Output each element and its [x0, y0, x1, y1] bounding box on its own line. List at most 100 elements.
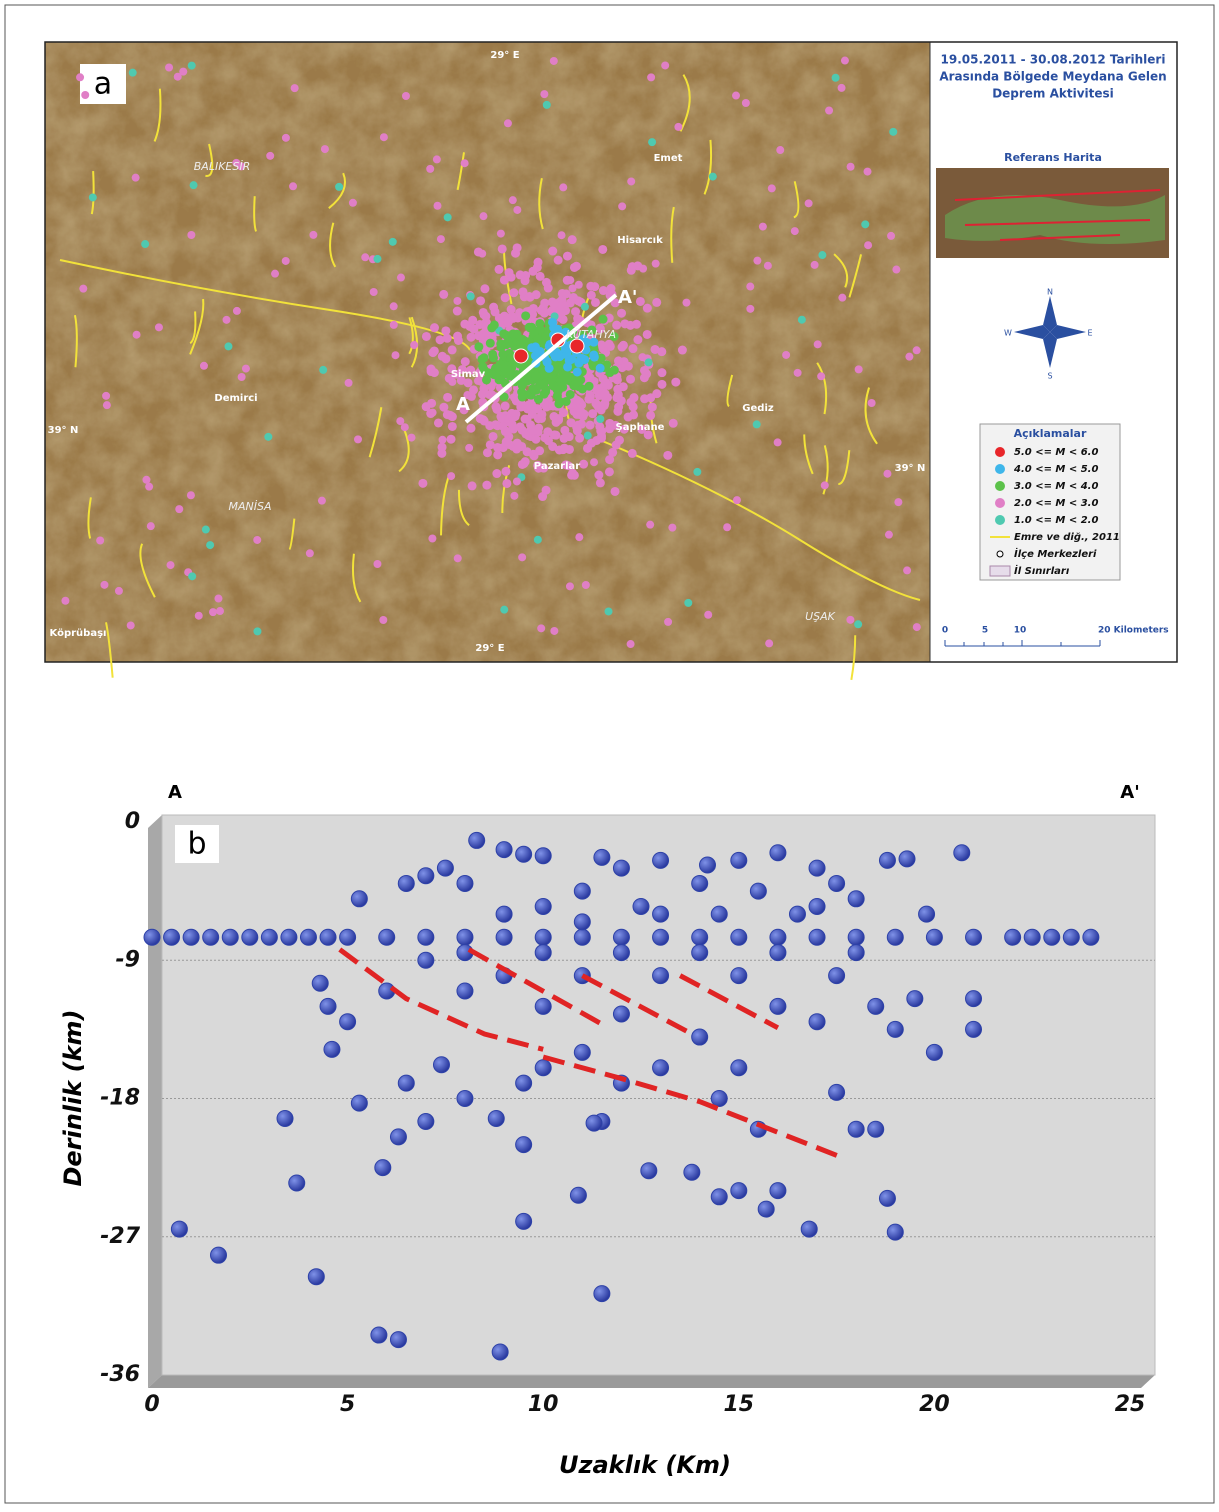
point [433, 1057, 449, 1073]
point [535, 998, 551, 1014]
point [848, 891, 864, 907]
event [553, 385, 562, 394]
event [504, 119, 512, 127]
event [614, 390, 623, 399]
event [530, 451, 539, 460]
point [312, 975, 328, 991]
event [550, 627, 558, 635]
point [633, 898, 649, 914]
event [590, 458, 598, 466]
event [373, 255, 381, 263]
panel-label: b [187, 827, 206, 862]
point [574, 914, 590, 930]
point [469, 832, 485, 848]
event [550, 430, 559, 439]
legend-border-swatch [990, 566, 1010, 576]
event [614, 356, 623, 365]
event [570, 339, 584, 353]
event [206, 541, 214, 549]
event [513, 477, 521, 485]
event [903, 566, 911, 574]
legend-title: Açıklamalar [1014, 427, 1087, 440]
event [446, 411, 455, 420]
event [646, 521, 654, 529]
event [282, 134, 290, 142]
event [601, 389, 610, 398]
event [430, 346, 439, 355]
event [444, 213, 452, 221]
event [335, 183, 343, 191]
point [516, 846, 532, 862]
event [537, 410, 546, 419]
event [798, 316, 806, 324]
point [535, 1060, 551, 1076]
point [789, 906, 805, 922]
point [770, 929, 786, 945]
event [596, 415, 604, 423]
event [289, 182, 297, 190]
point [535, 848, 551, 864]
plot-background [162, 815, 1155, 1375]
event [521, 415, 530, 424]
x-tick-label: 0 [144, 1392, 159, 1417]
point [848, 1121, 864, 1137]
event [652, 260, 660, 268]
event [474, 342, 483, 351]
event [430, 368, 439, 377]
x-tick-label: 5 [340, 1392, 355, 1417]
point [731, 852, 747, 868]
event [568, 235, 577, 244]
info-title: Deprem Aktivitesi [992, 87, 1114, 101]
point [418, 1114, 434, 1130]
point [1083, 929, 1099, 945]
event [838, 84, 846, 92]
event [96, 537, 104, 545]
event [573, 396, 582, 405]
event [147, 522, 155, 530]
event [814, 340, 822, 348]
event [505, 268, 514, 277]
event [242, 365, 250, 373]
point [390, 1129, 406, 1145]
legend-label: 1.0 <= M < 2.0 [1014, 515, 1098, 526]
point [770, 945, 786, 961]
point [731, 1060, 747, 1076]
event [521, 311, 530, 320]
point [954, 845, 970, 861]
legend-label: 2.0 <= M < 3.0 [1014, 498, 1098, 509]
event [476, 296, 485, 305]
point [809, 898, 825, 914]
event [629, 402, 638, 411]
event [447, 472, 455, 480]
x-axis-title: Uzaklık (Km) [559, 1451, 731, 1479]
event [593, 401, 602, 410]
event [497, 230, 505, 238]
point [351, 891, 367, 907]
event [454, 554, 462, 562]
page: a AA'29° E29° EBALIKESİREmetHisarcıkKÜTA… [0, 0, 1219, 1508]
event [145, 483, 153, 491]
event [478, 250, 486, 258]
event [534, 536, 542, 544]
event [460, 320, 469, 329]
event [594, 470, 603, 479]
event [500, 276, 509, 285]
event [861, 220, 869, 228]
event [516, 339, 525, 348]
event [437, 235, 445, 243]
event [560, 426, 569, 435]
event [253, 536, 261, 544]
point [613, 929, 629, 945]
event [167, 561, 175, 569]
event [253, 627, 261, 635]
y-tick-label: 0 [125, 809, 140, 834]
point [379, 929, 395, 945]
event [563, 252, 572, 261]
event [565, 356, 574, 365]
event [418, 479, 427, 488]
event [791, 227, 799, 235]
event [502, 437, 511, 446]
event [648, 138, 656, 146]
event [500, 606, 508, 614]
event [390, 321, 398, 329]
